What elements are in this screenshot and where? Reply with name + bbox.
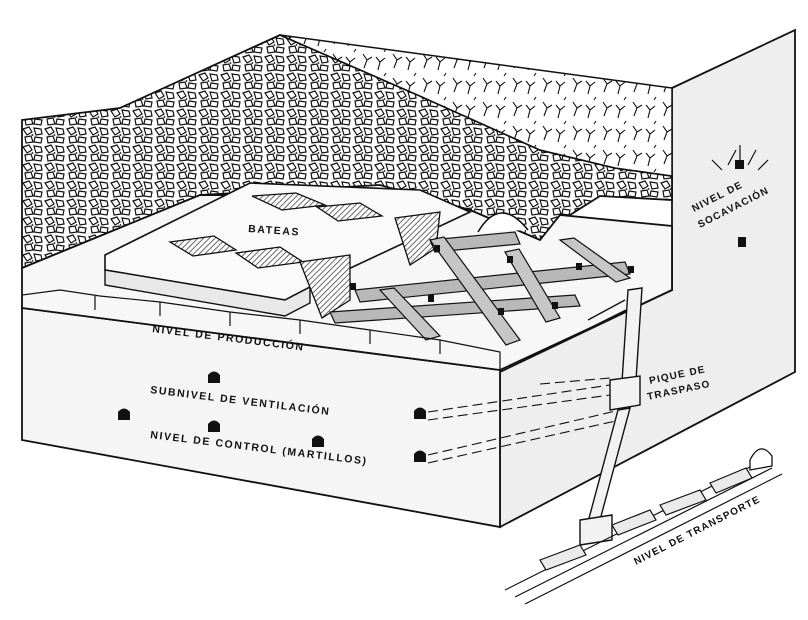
drawpoint-markers [350, 245, 634, 315]
tunnel-lines [427, 377, 621, 464]
ore-pass-shaft [579, 287, 643, 546]
socavacion-drift [738, 237, 746, 247]
front-ledge [21, 289, 501, 370]
undercut-arch [477, 212, 529, 233]
front-tunnel-openings [118, 371, 426, 462]
label-bateas: BATEAS [248, 223, 301, 239]
socavacion-blast-icon [711, 145, 769, 171]
production-drifts [329, 231, 632, 346]
transport-train [539, 467, 753, 571]
bateas-platform-edge [104, 269, 311, 317]
caving-zone [279, 34, 673, 177]
transport-tunnel-portal [749, 448, 773, 471]
draw-bells [168, 192, 441, 319]
